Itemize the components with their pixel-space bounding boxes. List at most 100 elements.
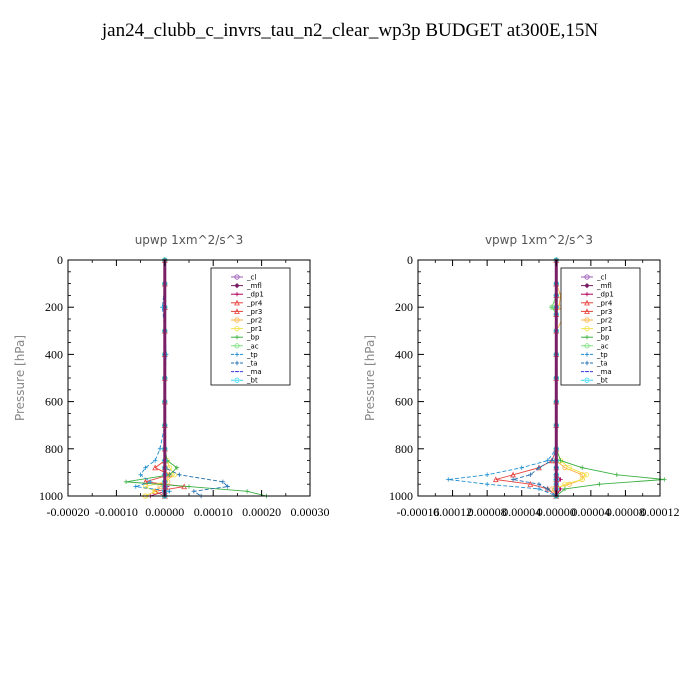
x-tick-label: 0.00010 [194, 505, 233, 519]
data-point [527, 481, 534, 487]
legend-label: _bp [596, 334, 610, 342]
legend-label: _bp [246, 334, 260, 342]
data-point [225, 484, 230, 489]
data-point [123, 479, 129, 485]
data-point [167, 472, 172, 477]
legend-box [210, 267, 291, 386]
legend-label: _pr4 [596, 299, 613, 307]
data-point [133, 484, 138, 489]
legend-label: _dp1 [246, 291, 264, 299]
legend-label: _bt [246, 377, 258, 385]
data-point [484, 472, 490, 477]
x-tick-label: 0.00012 [433, 505, 472, 519]
legend-marker [234, 274, 240, 280]
y-axis-label: Pressure [hPa] [13, 335, 27, 421]
x-tick-label: 0.00008 [468, 505, 507, 519]
data-point [662, 477, 667, 482]
data-point [492, 476, 499, 483]
legend-marker [234, 299, 240, 306]
legend-marker [234, 282, 240, 289]
data-point [536, 486, 542, 492]
data-point [244, 489, 250, 494]
data-point [446, 477, 451, 482]
data-point [510, 477, 516, 482]
legend-marker [234, 360, 240, 366]
legend-label: _cl [246, 274, 256, 282]
y-tick-label: 600 [395, 395, 413, 409]
data-point [157, 446, 163, 451]
legend-label: _pr2 [246, 317, 262, 325]
panel-title: upwp 1xm^2/s^3 [135, 233, 244, 247]
panel-title: vpwp 1xm^2/s^3 [485, 233, 593, 247]
data-point [152, 458, 158, 463]
legend-label: _ma [246, 368, 262, 376]
data-point [519, 465, 524, 470]
legend-marker [234, 325, 240, 332]
data-point [614, 472, 619, 477]
y-tick-label: 0 [57, 253, 63, 267]
y-tick-label: 200 [45, 300, 63, 314]
legend-marker [584, 325, 590, 332]
panel-2: vpwp 1xm^2/s^3 Pressure [hPa] 0 200 400 600 80… [363, 233, 680, 519]
data-point [174, 465, 180, 470]
data-point [579, 476, 585, 483]
legend-label: _pr1 [246, 325, 262, 333]
data-point [583, 472, 590, 478]
figure-title: jan24_clubb_c_invrs_tau_n2_clear_wp3p BU… [101, 20, 599, 41]
legend-marker [584, 274, 590, 280]
data-point [138, 472, 143, 477]
legend-marker [234, 377, 240, 383]
data-point [562, 486, 568, 492]
data-point [597, 482, 602, 487]
data-point [558, 486, 563, 492]
legend-marker [584, 317, 590, 323]
legend-marker [584, 343, 590, 349]
legend-label: _mfl [596, 282, 612, 290]
legend-label: _ta [246, 360, 258, 368]
x-tick-label: -0.00010 [95, 505, 138, 519]
legend-label: _ta [596, 360, 608, 368]
y-tick-label: 1000 [39, 489, 63, 503]
data-point [566, 465, 572, 471]
legend: _cl_mfl_dp1_pr4_pr3_pr2_pr1_bp_ac_tp_ta_… [210, 267, 291, 386]
data-point [186, 484, 192, 489]
data-point [143, 465, 148, 470]
y-tick-label: 400 [395, 347, 413, 361]
y-tick-label: 800 [45, 442, 63, 456]
legend-label: _ac [246, 342, 259, 350]
data-point [152, 464, 158, 471]
legend-label: _tp [246, 351, 258, 359]
y-tick-label: 1000 [389, 489, 413, 503]
data-point [484, 482, 490, 487]
legend-label: _pr3 [246, 308, 262, 316]
legend-marker [584, 292, 590, 297]
legend-label: _pr3 [596, 308, 612, 316]
data-point [536, 482, 542, 487]
legend-label: _tp [596, 351, 608, 359]
legend-marker [584, 282, 590, 289]
y-tick-label: 200 [395, 300, 413, 314]
data-point [545, 458, 550, 463]
x-tick-label: 0.00000 [537, 505, 576, 519]
legend-marker [234, 292, 240, 297]
legend-label: _cl [596, 274, 606, 282]
legend: _cl_mfl_dp1_pr4_pr3_pr2_pr1_bp_ac_tp_ta_… [560, 267, 641, 386]
y-tick-label: 800 [395, 442, 413, 456]
legend-marker [234, 317, 240, 323]
x-tick-label: 0.00020 [242, 505, 281, 519]
x-tick-label: -0.00020 [47, 505, 90, 519]
x-tick-label: 0.00004 [502, 505, 541, 519]
series-line-tp [135, 260, 171, 497]
data-point [148, 479, 153, 485]
panel-1: upwp 1xm^2/s^3 Pressure [hPa] 0 200 400 600 80… [13, 233, 330, 519]
data-point [152, 488, 158, 494]
data-point [549, 458, 555, 463]
legend-marker [584, 299, 590, 306]
data-point [558, 477, 563, 482]
series-line-tp [448, 260, 557, 497]
legend-marker [584, 377, 590, 383]
data-point [545, 486, 550, 492]
legend-marker [584, 360, 590, 366]
